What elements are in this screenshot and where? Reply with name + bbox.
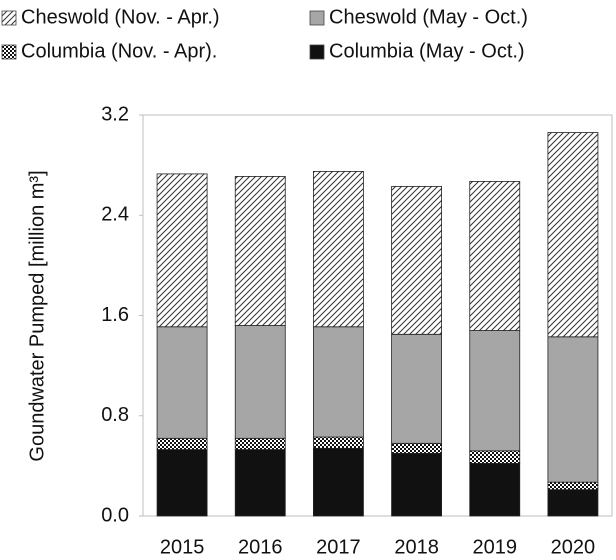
- x-tick-label: 2020: [551, 536, 596, 558]
- bar-segment: [156, 173, 208, 328]
- legend-label: Cheswold (May - Oct.): [329, 6, 528, 28]
- bar-segment: [234, 325, 286, 439]
- bar-segment: [547, 489, 599, 517]
- legend-swatch: [309, 44, 325, 60]
- bar-segment: [313, 447, 364, 517]
- bar-segment: [234, 437, 286, 450]
- legend-swatch: [1, 44, 17, 60]
- bar-segment: [547, 132, 599, 338]
- plot-frame: [142, 114, 613, 517]
- x-tick-label: 2019: [473, 536, 518, 558]
- bar-segment: [469, 450, 521, 464]
- x-tick-label: 2018: [394, 536, 439, 558]
- bar-segment: [234, 176, 286, 326]
- bar-segment: [313, 436, 364, 449]
- bar-segment: [234, 449, 286, 517]
- y-axis-label: Goundwater Pumped [million m³]: [26, 170, 48, 461]
- y-tick-label: 0.0: [101, 504, 129, 526]
- y-tick-label: 2.4: [101, 204, 129, 226]
- legend-label: Cheswold (Nov. - Apr.): [21, 6, 220, 28]
- x-tick-label: 2015: [160, 536, 205, 558]
- bar-segment: [313, 326, 364, 438]
- x-tick-label: 2016: [238, 536, 283, 558]
- y-tick-label: 0.8: [101, 404, 129, 426]
- bar-segment: [391, 186, 442, 335]
- bar-segment: [313, 170, 364, 328]
- bar-segment: [156, 449, 208, 517]
- bar-segment: [469, 181, 521, 331]
- bar-segment: [547, 336, 599, 483]
- bar-segment: [469, 330, 521, 452]
- bar-segment: [469, 462, 521, 517]
- bar-segment: [391, 333, 442, 444]
- bar-segment: [156, 326, 208, 439]
- legend-label: Columbia (May - Oct.): [329, 40, 525, 62]
- x-tick-label: 2017: [316, 536, 361, 558]
- legend-swatch: [309, 10, 325, 26]
- bar-segment: [547, 481, 599, 491]
- legend-label: Columbia (Nov. - Apr).: [21, 40, 217, 62]
- bar-segment: [391, 452, 442, 517]
- bar-segment: [391, 442, 442, 454]
- y-tick-label: 3.2: [101, 103, 129, 125]
- y-tick-label: 1.6: [101, 304, 129, 326]
- legend-swatch: [1, 10, 17, 26]
- bar-segment: [156, 437, 208, 450]
